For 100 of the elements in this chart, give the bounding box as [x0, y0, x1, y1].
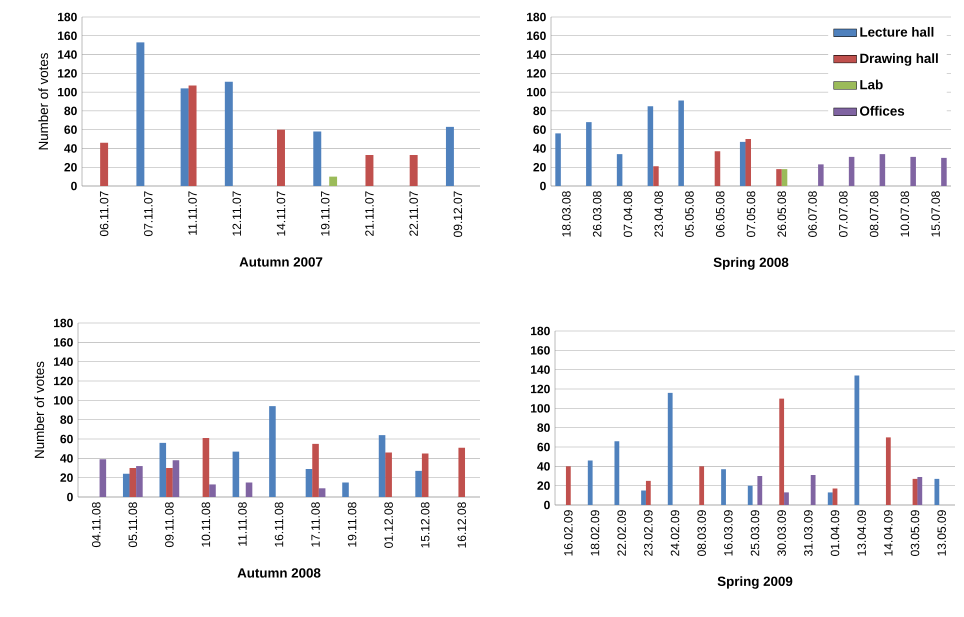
x-tick-label: 08.07.08	[870, 191, 878, 237]
bar	[848, 156, 854, 186]
bar	[313, 131, 322, 186]
y-tick-label: 160	[58, 31, 77, 40]
bar	[269, 406, 276, 497]
bar	[566, 466, 571, 505]
x-tick-label: 05.05.08	[685, 191, 694, 237]
bar	[100, 142, 108, 186]
bar	[714, 151, 720, 186]
x-tick-label: 06.05.08	[716, 191, 724, 237]
bar	[415, 470, 422, 497]
x-tick-label: 18.03.08	[562, 191, 571, 236]
x-tick-label: 22.11.07	[409, 191, 418, 236]
x-tick-label: 07.05.08	[746, 191, 756, 237]
y-tick-label: 140	[527, 50, 546, 59]
bar	[740, 142, 746, 186]
bar	[410, 154, 418, 186]
y-tick-label: 40	[533, 144, 546, 153]
legend-label: Drawing hall	[860, 53, 938, 66]
bar	[648, 106, 654, 186]
bar	[100, 459, 106, 497]
bar	[385, 452, 392, 497]
x-tick-label: 16.11.08	[274, 502, 284, 546]
x-tick-label: 30.03.09	[777, 510, 786, 556]
bar	[917, 476, 922, 505]
x-tick-label: 17.11.08	[311, 502, 320, 546]
bar	[224, 82, 233, 186]
bar	[641, 490, 646, 505]
bar	[378, 434, 386, 497]
x-tick-label: 26.05.08	[778, 191, 786, 237]
bar	[699, 466, 704, 505]
x-tick-label: 07.07.08	[839, 191, 848, 237]
y-tick-label: 180	[527, 12, 546, 22]
legend-label: Offices	[860, 106, 904, 116]
bar	[934, 478, 940, 505]
y-tick-label: 140	[58, 50, 77, 59]
y-tick-label: 80	[533, 106, 546, 115]
y-tick-label: 20	[64, 162, 77, 172]
y-tick-label: 0	[540, 182, 546, 190]
y-tick-label: 40	[64, 144, 77, 153]
x-tick-label: 12.11.07	[232, 191, 242, 236]
y-tick-label: 60	[64, 125, 77, 134]
x-tick-label: 04.11.08	[92, 502, 101, 547]
bar	[828, 492, 833, 505]
x-tick-label: 18.02.09	[590, 510, 600, 556]
bar	[342, 482, 349, 497]
bar	[880, 154, 886, 186]
bar	[818, 164, 824, 186]
y-tick-label: 60	[60, 434, 73, 444]
x-tick-label: 23.02.09	[644, 510, 653, 556]
y-tick-label: 180	[54, 318, 73, 328]
x-axis-title: Spring 2008	[714, 257, 788, 270]
x-tick-label: 05.11.08	[128, 502, 138, 547]
y-tick-label: 40	[537, 462, 550, 470]
y-tick-label: 120	[58, 68, 77, 78]
x-tick-label: 01.04.09	[830, 510, 840, 556]
y-tick-label: 160	[54, 338, 73, 346]
x-tick-label: 01.12.08	[384, 502, 393, 548]
x-tick-label: 31.03.09	[804, 510, 813, 556]
x-tick-label: 10.07.08	[900, 191, 910, 236]
bar	[646, 480, 651, 505]
bar	[122, 474, 130, 497]
bar	[130, 468, 136, 497]
bar	[784, 492, 789, 505]
bar	[306, 468, 312, 497]
bar	[782, 168, 788, 186]
y-tick-label: 100	[531, 404, 550, 412]
y-tick-label: 160	[527, 31, 546, 40]
bar	[588, 460, 593, 505]
y-tick-label: 80	[60, 415, 73, 424]
x-tick-label: 03.05.09	[910, 510, 920, 556]
bar	[586, 122, 592, 186]
y-tick-label: 20	[537, 481, 550, 490]
bar	[910, 156, 916, 186]
x-tick-label: 25.03.09	[750, 510, 760, 556]
y-tick-label: 40	[60, 454, 73, 462]
y-tick-label: 120	[54, 376, 73, 386]
bar	[757, 476, 762, 505]
x-tick-label: 14.11.07	[276, 191, 286, 236]
bar	[422, 453, 428, 497]
x-tick-label: 19.11.07	[320, 191, 330, 236]
bar	[748, 486, 753, 505]
bar	[202, 438, 210, 497]
x-tick-label: 14.04.09	[884, 510, 893, 556]
y-tick-label: 80	[537, 423, 550, 432]
y-tick-label: 180	[531, 326, 550, 336]
y-tick-label: 140	[54, 357, 73, 366]
bar	[136, 466, 143, 497]
bar	[365, 154, 374, 186]
x-tick-label: 15.07.08	[931, 191, 940, 236]
x-tick-label: 16.12.08	[457, 502, 466, 548]
bar	[172, 460, 180, 497]
y-tick-label: 60	[533, 125, 546, 134]
bar	[776, 168, 782, 186]
legend-label: Lecture hall	[860, 26, 934, 37]
x-tick-label: 26.03.08	[592, 191, 602, 237]
y-tick-label: 100	[527, 88, 546, 96]
bar	[678, 100, 684, 186]
bar	[318, 488, 326, 497]
bar	[329, 176, 338, 186]
